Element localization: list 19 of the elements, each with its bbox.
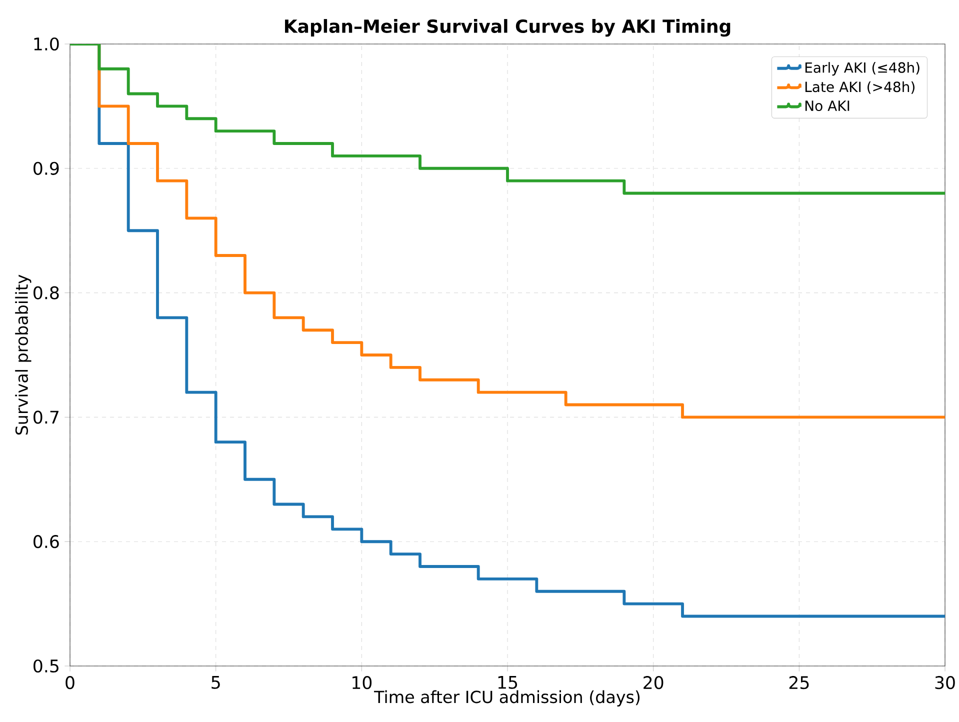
legend-label: Late AKI (>48h) — [805, 81, 914, 94]
legend-label: Early AKI (≤48h) — [805, 62, 920, 76]
y-tick-label: 0.8 — [34, 286, 59, 300]
y-tick-label: 0.9 — [34, 162, 59, 175]
x-axis-title: Time after ICU admission (days) — [374, 690, 640, 706]
x-tick-label: 25 — [789, 676, 809, 690]
legend-label: No AKI — [805, 100, 850, 112]
x-tick-label: 20 — [644, 676, 664, 690]
y-tick-label: 1.0 — [34, 37, 59, 51]
chart-title: Kaplan–Meier Survival Curves by AKI Timing — [285, 19, 730, 37]
x-tick-label: 30 — [935, 676, 955, 690]
x-tick-label: 5 — [212, 676, 220, 689]
y-tick-label: 0.5 — [34, 659, 58, 673]
y-tick-label: 0.6 — [34, 535, 59, 548]
x-tick-label: 0 — [66, 676, 74, 690]
y-tick-label: 0.7 — [34, 410, 58, 424]
x-tick-label: 15 — [498, 676, 518, 689]
x-tick-label: 10 — [352, 676, 372, 690]
y-axis-title: Survival probability — [15, 274, 32, 435]
